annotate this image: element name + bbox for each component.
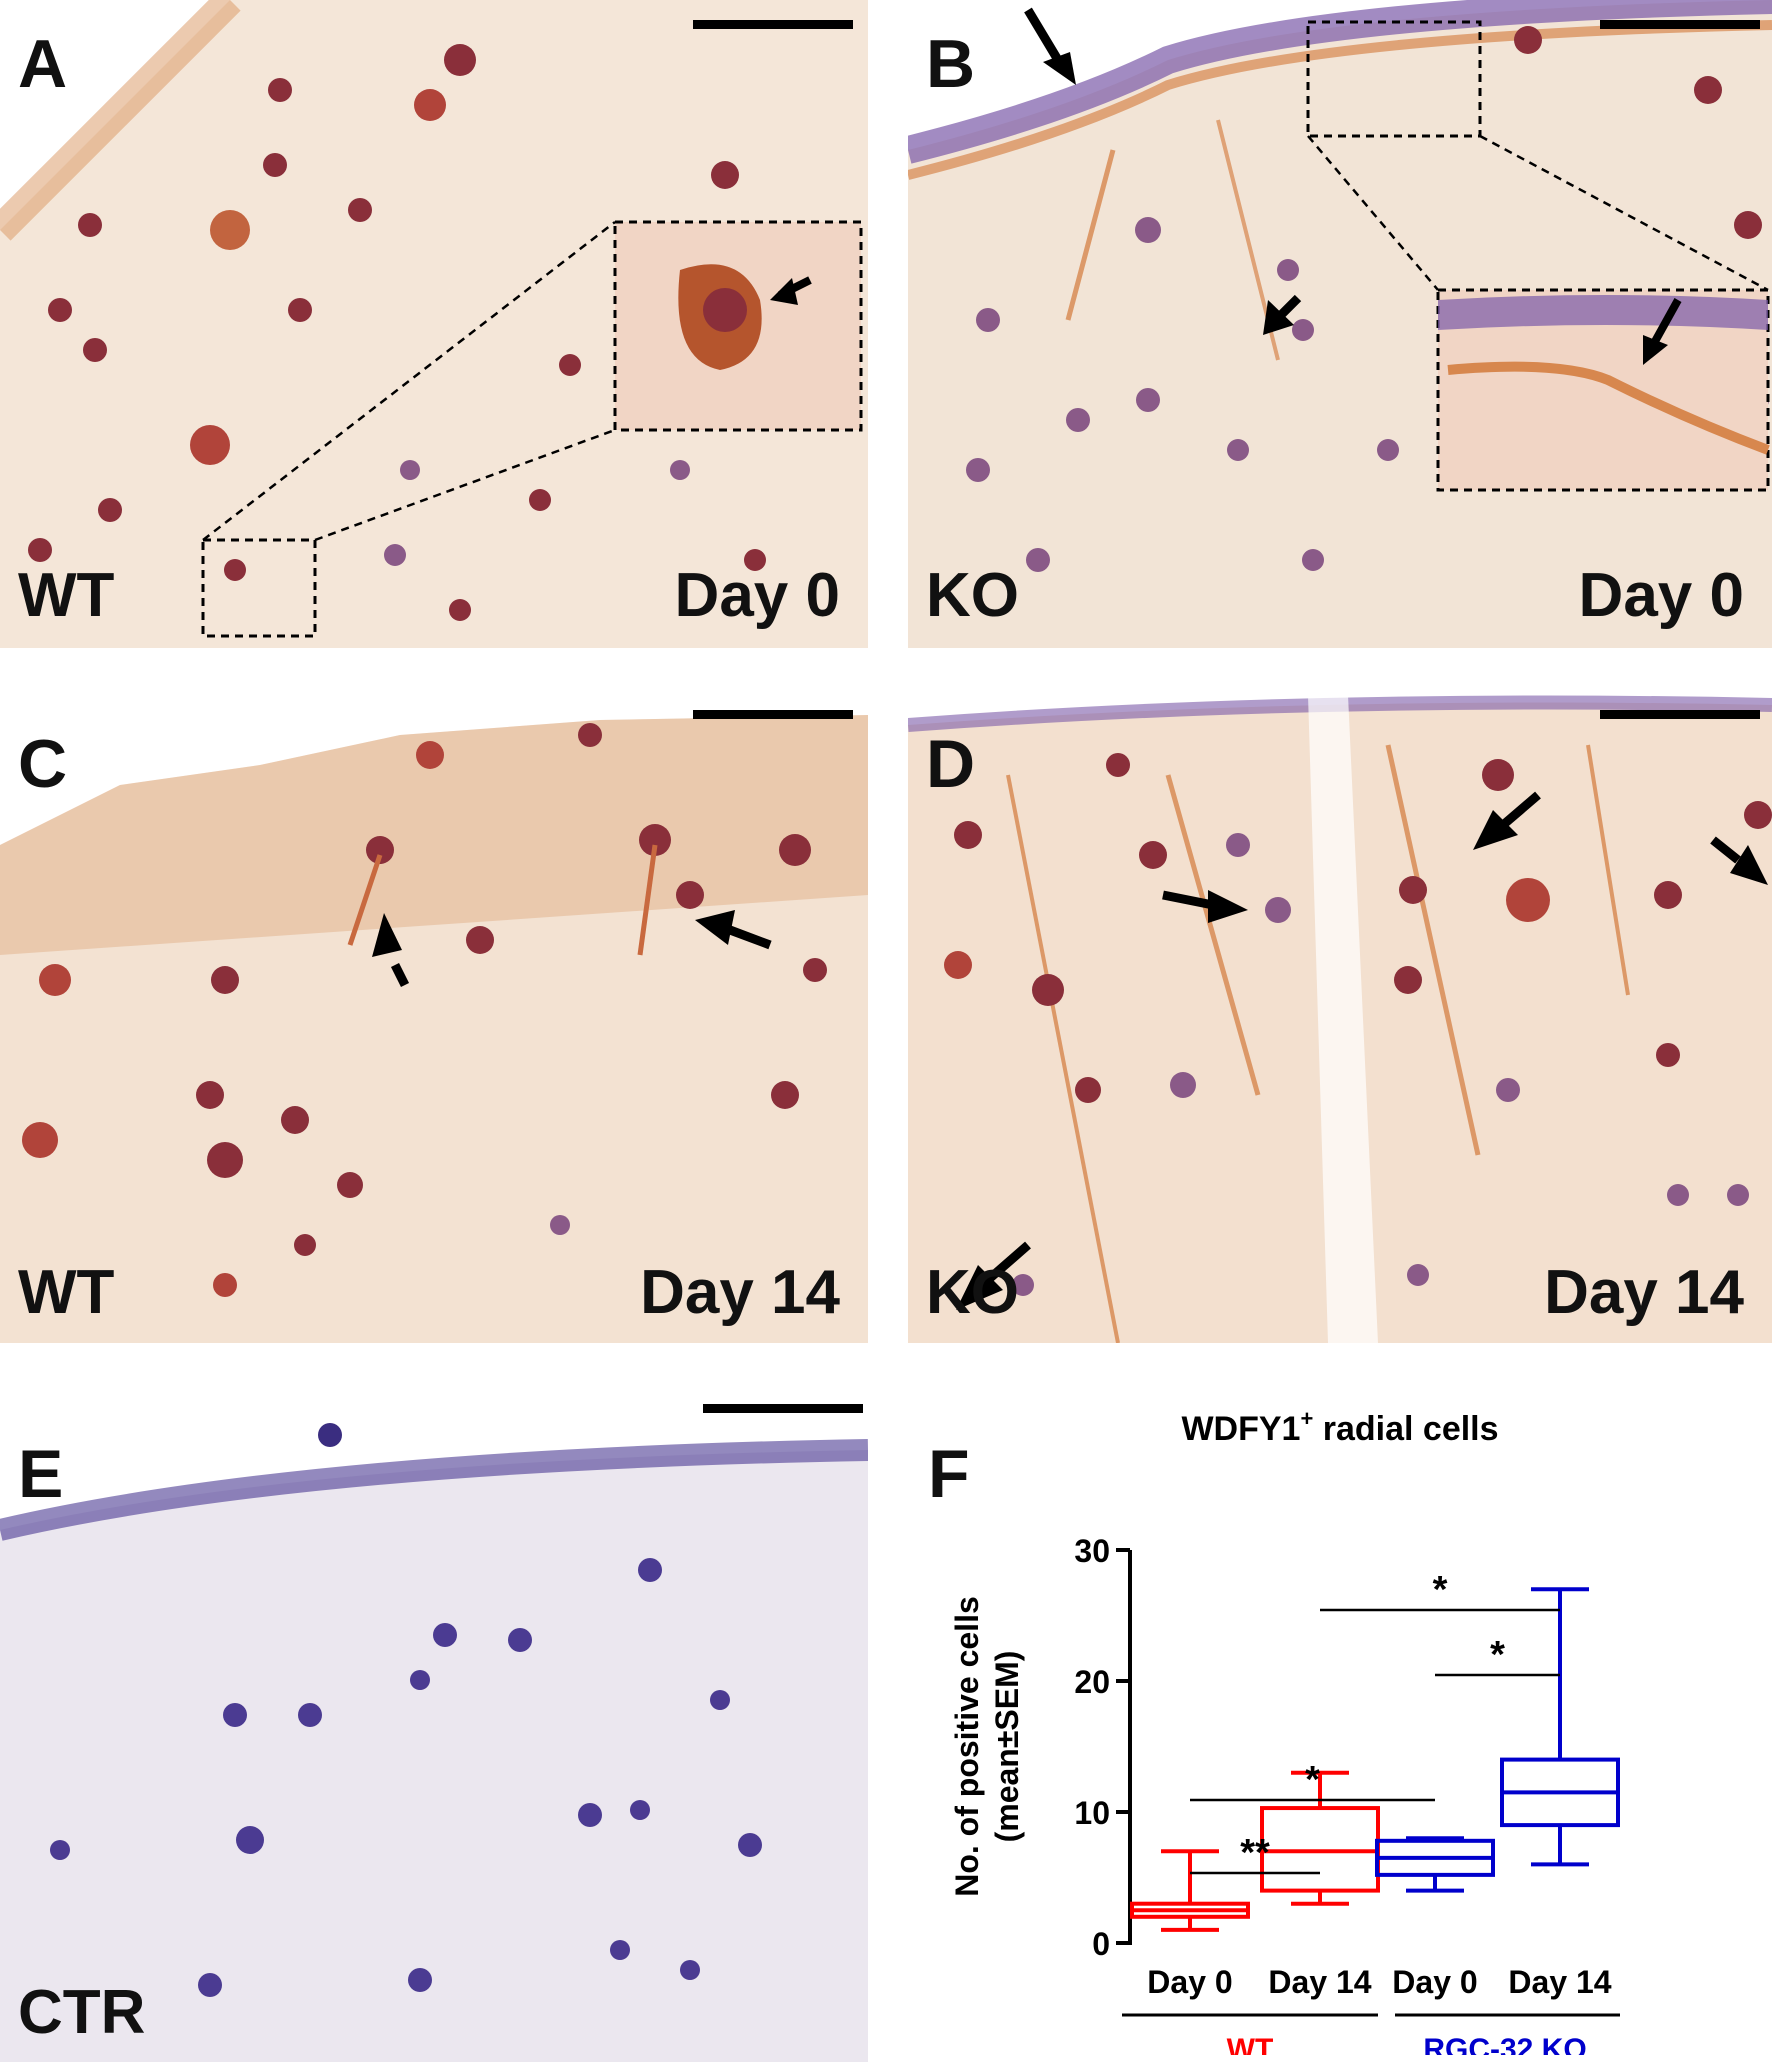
panel-letter-b: B [926,26,976,102]
genotype-label-e: CTR [18,1978,146,2047]
scale-bar-b [1600,20,1760,29]
panel-c: C WT Day 14 [0,695,868,1343]
significance-label: * [1305,1759,1320,1801]
panel-d: D KO Day 14 [908,695,1772,1343]
y-axis-label-sub: (mean±SEM) [989,1651,1025,1843]
group-label-wt: WT [1227,2033,1274,2055]
panel-a-micrograph [0,0,868,648]
scale-bar-d [1600,710,1760,719]
day-label-a: Day 0 [674,561,840,630]
genotype-label-b: KO [926,561,1019,630]
x-tick-label: Day 14 [1268,1964,1371,2000]
genotype-label-d: KO [926,1258,1019,1327]
y-tick-label: 0 [1092,1926,1110,1962]
panel-a: A WT Day 0 [0,0,868,648]
genotype-label-a: WT [18,561,115,630]
x-tick-label: Day 0 [1392,1964,1477,2000]
scale-bar-c [693,710,853,719]
panel-e: E CTR [0,1390,868,2062]
panel-letter-c: C [18,726,68,802]
genotype-label-c: WT [18,1258,115,1327]
panel-b: B KO Day 0 [908,0,1772,648]
scale-bar-a [693,20,853,29]
y-tick-label: 20 [1074,1664,1110,1700]
day-label-c: Day 14 [640,1258,840,1327]
significance-label: * [1490,1634,1505,1676]
y-tick-label: 10 [1074,1795,1110,1831]
significance-label: * [1433,1569,1448,1611]
scale-bar-e [703,1404,863,1413]
x-tick-label: Day 0 [1147,1964,1232,2000]
y-tick-label: 30 [1074,1533,1110,1569]
chart-title: WDFY1+ radial cells [1181,1406,1498,1448]
panel-c-micrograph [0,695,868,1343]
day-label-b: Day 0 [1578,561,1744,630]
y-axis-label: No. of positive cells [949,1596,985,1897]
day-label-d: Day 14 [1544,1258,1744,1327]
panel-e-micrograph [0,1390,868,2062]
panel-d-micrograph [908,695,1772,1343]
panel-letter-e: E [18,1436,64,1512]
panel-letter-f: F [928,1436,970,1512]
x-tick-label: Day 14 [1508,1964,1611,2000]
panel-letter-d: D [926,726,976,802]
significance-label: ** [1240,1832,1270,1874]
panel-letter-a: A [18,26,68,102]
panel-b-micrograph [908,0,1772,648]
box-plot-chart: WDFY1+ radial cells 0 10 20 30 No. of positiv… [949,1406,1620,2055]
group-label-ko: RGC-32 KO [1423,2033,1586,2055]
